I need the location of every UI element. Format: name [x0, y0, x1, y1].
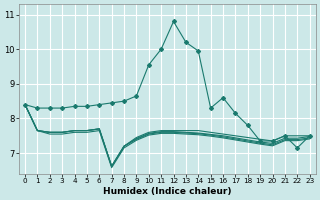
X-axis label: Humidex (Indice chaleur): Humidex (Indice chaleur) — [103, 187, 232, 196]
